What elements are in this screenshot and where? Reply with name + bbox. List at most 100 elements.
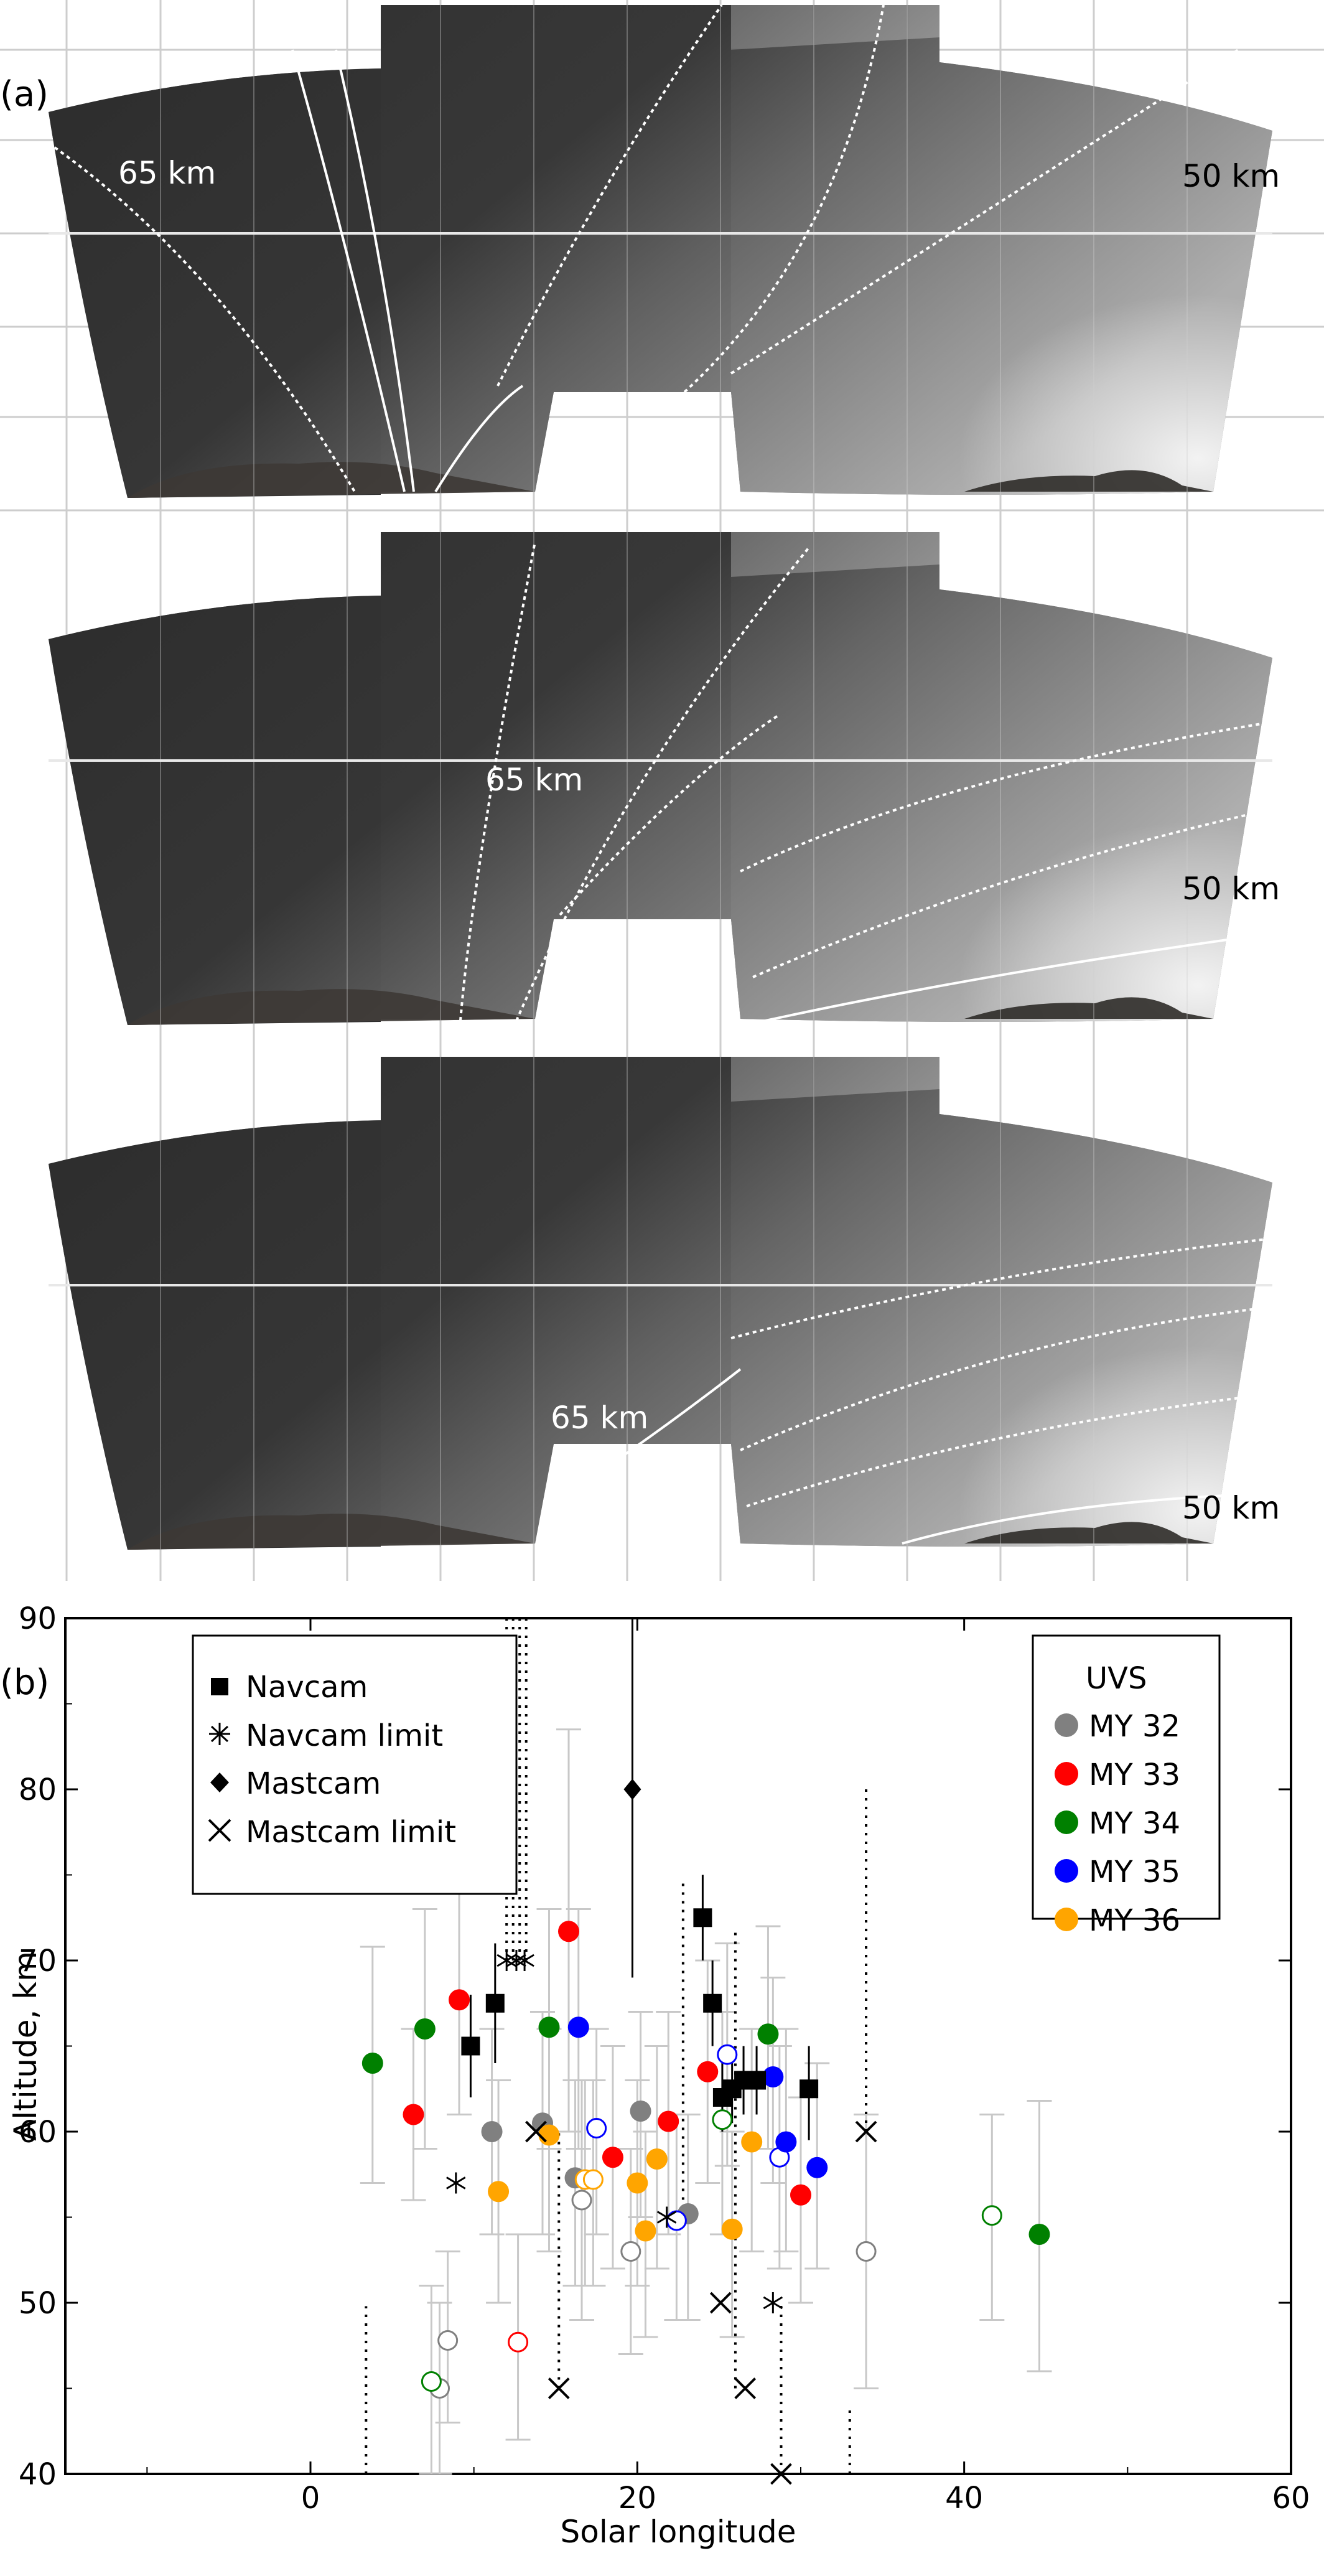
legend-mastcam-label: Mastcam <box>246 1766 381 1801</box>
navcam-point <box>693 1908 712 1927</box>
uvs-point <box>567 2016 589 2038</box>
label-50km-bottom: 50 km <box>1182 1490 1280 1526</box>
altitude-curves-middle <box>459 541 1273 1022</box>
uvs-point <box>361 2053 383 2074</box>
y-tick-label: 80 <box>19 1773 57 1807</box>
navcam-limit-point <box>506 1950 526 1971</box>
y-tick-label: 70 <box>19 1944 57 1979</box>
label-65km-bottom: 65 km <box>551 1400 648 1436</box>
y-tick-label: 50 <box>19 2286 57 2321</box>
mosaic-frame-middle <box>49 532 1272 1025</box>
legend-mastcam-limit-marker <box>208 1819 231 1842</box>
uvs-point-open <box>586 2118 607 2138</box>
uvs-point-open <box>620 2241 641 2262</box>
cross-stroke <box>855 2120 877 2143</box>
uvs-point <box>627 2172 648 2194</box>
navcam-point <box>800 2079 819 2099</box>
legend-navcam-limit-marker <box>209 1723 230 1745</box>
star-stroke <box>496 1954 516 1967</box>
uvs-point <box>481 2121 503 2142</box>
mastcam-limit-point <box>548 2377 570 2399</box>
navcam-point <box>747 2071 767 2090</box>
altitude-curves-top <box>47 4 1239 493</box>
legend-my34-marker <box>1055 1810 1078 1834</box>
legend-my36-marker <box>1055 1908 1078 1931</box>
uvs-point <box>697 2061 719 2082</box>
navcam-limit-point <box>763 2292 783 2313</box>
x-tick-label: 40 <box>945 2481 983 2516</box>
legend-mastcam-marker <box>210 1773 229 1792</box>
cross-stroke <box>734 2377 757 2399</box>
x-axis-label: Solar longitude <box>561 2514 796 2550</box>
uvs-point-open <box>437 2330 459 2351</box>
uvs-point <box>790 2184 811 2206</box>
uvs-point-open <box>508 2331 529 2353</box>
uvs-point-open <box>712 2109 733 2130</box>
altitude-curves-bottom <box>621 1237 1273 1545</box>
mastcam-limit-point <box>770 2463 792 2485</box>
x-tick-label: 60 <box>1272 2481 1310 2516</box>
uvs-point <box>630 2101 651 2122</box>
navcam-point <box>703 1993 722 2013</box>
y-tick-label: 60 <box>19 2115 57 2150</box>
legend-navcam-marker <box>211 1678 228 1695</box>
uvs-point <box>488 2181 510 2203</box>
uvs-point <box>1028 2224 1050 2245</box>
y-axis-label: Altitude, km <box>7 1951 44 2141</box>
cross-stroke <box>770 2463 792 2485</box>
x-tick-label: 20 <box>618 2481 656 2516</box>
navcam-limit-point <box>496 1950 516 1971</box>
uvs-point-open <box>571 2190 592 2211</box>
uvs-point <box>449 1989 470 2011</box>
uvs-point-open <box>717 2044 738 2065</box>
uvs-point-open <box>582 2169 604 2190</box>
navcam-limit-point <box>446 2172 466 2194</box>
mastcam-point <box>623 1779 641 1800</box>
legend-navcam-limit-label: Navcam limit <box>246 1718 443 1753</box>
uvs-point-open <box>981 2205 1002 2226</box>
uvs-point <box>775 2131 797 2153</box>
cross-stroke <box>548 2377 570 2399</box>
legend-instruments: Navcam Navcam limit Mastcam Mastcam limi… <box>192 1634 518 1895</box>
uvs-point-open <box>666 2210 687 2231</box>
panel-b-label: (b) <box>0 1662 49 1703</box>
legend-my35-label: MY 35 <box>1089 1855 1180 1890</box>
uvs-point <box>602 2147 623 2168</box>
uvs-point <box>646 2148 668 2170</box>
uvs-point <box>538 2016 560 2038</box>
legend-my33-label: MY 33 <box>1089 1758 1180 1792</box>
legend-my36-label: MY 36 <box>1089 1903 1180 1938</box>
uvs-point-open <box>855 2241 877 2262</box>
navcam-point <box>461 2036 480 2056</box>
uvs-point <box>762 2066 784 2087</box>
legend-my32-label: MY 32 <box>1089 1709 1180 1744</box>
panel-a-label: (a) <box>0 74 49 115</box>
uvs-point <box>635 2220 656 2242</box>
y-tick-label: 40 <box>19 2457 57 2492</box>
x-tick-label: 0 <box>301 2481 320 2516</box>
mosaic-frame-bottom <box>49 1057 1272 1550</box>
legend-uvs-title: UVS <box>1086 1661 1147 1696</box>
mosaic-frame-top <box>49 5 1272 498</box>
sky-mosaic-panel: (a) 65 km 50 km 65 km 50 km 65 km 50 km <box>0 0 1324 1581</box>
star-stroke <box>515 1954 534 1967</box>
mastcam-limit-point <box>855 2120 877 2143</box>
uvs-point <box>403 2104 424 2125</box>
uvs-point-open <box>421 2371 442 2392</box>
star-stroke <box>656 2211 677 2224</box>
star-stroke <box>446 2176 466 2190</box>
mastcam-limit-point <box>525 2120 547 2143</box>
mosaic-grid-overlay <box>160 0 1188 1581</box>
uvs-point <box>658 2110 679 2132</box>
mastcam-limit-point <box>709 2292 732 2314</box>
label-65km-top: 65 km <box>118 155 216 191</box>
y-tick-label: 90 <box>19 1601 57 1636</box>
label-50km-top: 50 km <box>1182 158 1280 194</box>
navcam-limit-point <box>656 2206 677 2228</box>
uvs-point <box>741 2131 763 2153</box>
navcam-limit-point <box>515 1950 534 1971</box>
legend-my32-marker <box>1055 1713 1078 1737</box>
label-65km-middle: 65 km <box>485 762 583 798</box>
uvs-point <box>806 2157 828 2178</box>
